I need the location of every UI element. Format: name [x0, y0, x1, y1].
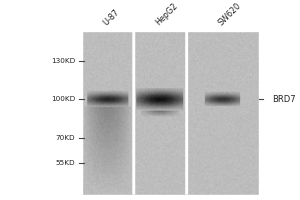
- Text: 130KD: 130KD: [51, 58, 75, 64]
- Text: 100KD: 100KD: [51, 96, 75, 102]
- Text: U-87: U-87: [102, 7, 122, 27]
- Text: BRD7: BRD7: [272, 95, 296, 104]
- Text: SW620: SW620: [216, 1, 242, 27]
- Text: 55KD: 55KD: [55, 160, 75, 166]
- Text: HepG2: HepG2: [154, 1, 179, 27]
- Text: 70KD: 70KD: [55, 135, 75, 141]
